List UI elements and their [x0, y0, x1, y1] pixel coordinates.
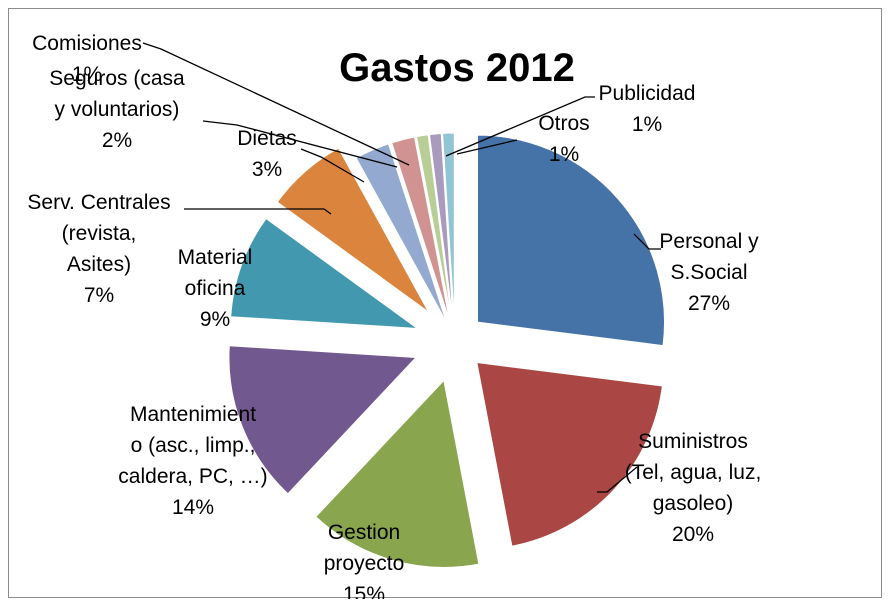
- slice-label-8: Comisiones 1%: [32, 32, 142, 86]
- slice-label-line-3-2: caldera, PC, …): [118, 465, 267, 488]
- slice-label-line-5-1: (revista,: [62, 222, 137, 245]
- slice-percent-0: 27%: [688, 292, 730, 315]
- slice-label-line-1-1: (Tel, agua, luz,: [625, 461, 762, 484]
- leader-line-0: [633, 233, 661, 250]
- leader-line-10: [445, 96, 595, 157]
- slice-label-line-1-2: gasoleo): [653, 492, 734, 515]
- leader-lines: [142, 42, 661, 493]
- slice-label-line-5-0: Serv. Centrales: [27, 191, 170, 214]
- slice-percent-4: 9%: [200, 308, 230, 331]
- slice-label-line-0-0: Personal y: [659, 230, 759, 253]
- slice-label-line-0-1: S.Social: [670, 261, 747, 284]
- pie-slice-2: [315, 379, 480, 568]
- pie-slices: [228, 132, 666, 568]
- pie-slice-8: [415, 134, 453, 321]
- slice-label-line-5-2: Asites): [67, 253, 131, 276]
- slice-label-line-2-0: Gestion: [328, 521, 400, 544]
- pie-slice-4: [230, 217, 420, 330]
- slice-percent-7: 2%: [102, 129, 132, 152]
- pie-slice-6: [355, 143, 447, 323]
- pie-slice-1: [476, 361, 663, 547]
- pie-slice-5: [276, 147, 429, 313]
- slice-label-4: Material oficina 9%: [178, 246, 253, 331]
- leader-line-9: [456, 139, 518, 155]
- pie-slice-3: [228, 345, 418, 495]
- slice-label-line-10-0: Publicidad: [599, 82, 696, 105]
- pie-slice-9: [428, 132, 454, 321]
- slice-label-line-3-0: Mantenimient: [130, 403, 256, 426]
- slice-percent-1: 20%: [672, 523, 714, 546]
- pie-slice-7: [391, 136, 451, 321]
- leader-line-7: [202, 120, 398, 168]
- slice-label-2: Gestion proyecto 15%: [324, 521, 405, 599]
- slice-label-line-7-0: Seguros (casa: [49, 67, 185, 90]
- slice-label-line-9-0: Otros: [538, 112, 589, 135]
- slice-label-0: Personal y S.Social 27%: [659, 230, 759, 315]
- slice-percent-3: 14%: [172, 496, 214, 519]
- slice-percent-2: 15%: [343, 583, 385, 599]
- slice-label-7: Seguros (casa y voluntarios) 2%: [49, 67, 185, 152]
- pie-slice-10: [442, 132, 455, 321]
- slice-label-line-3-1: o (asc., limp.,: [131, 434, 256, 457]
- slice-label-6: Dietas 3%: [237, 127, 297, 181]
- slice-label-line-4-0: Material: [178, 246, 253, 269]
- slice-label-line-2-1: proyecto: [324, 552, 405, 575]
- slice-percent-6: 3%: [252, 158, 282, 181]
- slice-label-10: Publicidad 1%: [599, 82, 696, 136]
- slice-label-3: Mantenimient o (asc., limp., caldera, PC, …: [118, 403, 267, 519]
- slice-label-1: Suministros (Tel, agua, luz, gasoleo) 20%: [625, 430, 762, 546]
- pie-slice-0: [477, 134, 666, 347]
- slice-label-line-7-1: y voluntarios): [55, 98, 180, 121]
- slice-percent-9: 1%: [549, 143, 579, 166]
- chart-title: Gastos 2012: [339, 46, 575, 90]
- leader-line-5: [184, 208, 332, 215]
- slice-label-9: Otros 1%: [538, 112, 589, 166]
- slice-percent-8: 1%: [72, 63, 102, 86]
- chart-area: Gastos 2012 Personal y S.Social 27% Suminis…: [8, 8, 882, 599]
- slice-labels: Personal y S.Social 27% Suministros (Tel, ag…: [27, 32, 761, 599]
- pie-chart: Gastos 2012 Personal y S.Social 27% Suminis…: [27, 32, 761, 599]
- leader-line-8: [142, 42, 410, 166]
- slice-label-line-4-1: oficina: [185, 277, 246, 300]
- slice-percent-5: 7%: [84, 284, 114, 307]
- leader-line-6: [300, 148, 365, 183]
- slice-percent-10: 1%: [632, 113, 662, 136]
- slice-label-line-8-0: Comisiones: [32, 32, 142, 55]
- slice-label-5: Serv. Centrales (revista, Asites) 7%: [27, 191, 170, 307]
- slice-label-line-1-0: Suministros: [638, 430, 748, 453]
- slice-label-line-6-0: Dietas: [237, 127, 297, 150]
- leader-line-1: [597, 466, 638, 493]
